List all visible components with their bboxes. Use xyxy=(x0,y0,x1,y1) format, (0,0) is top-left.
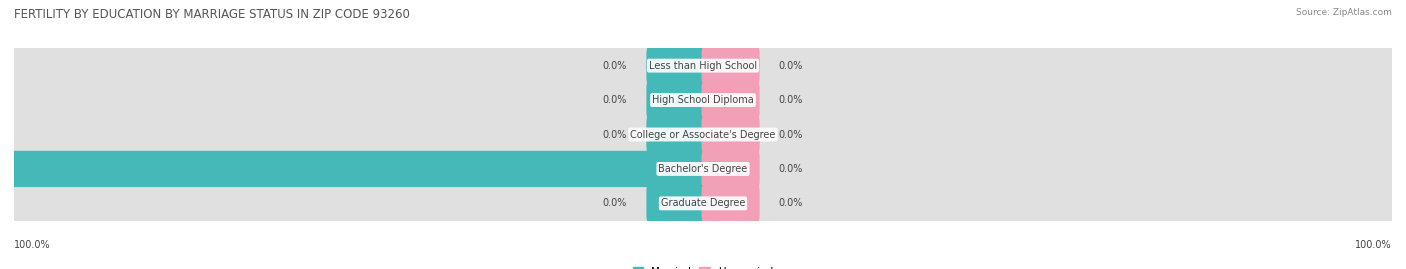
FancyBboxPatch shape xyxy=(13,48,704,84)
Legend: Married, Unmarried: Married, Unmarried xyxy=(628,263,778,269)
Bar xyxy=(14,117,1392,152)
FancyBboxPatch shape xyxy=(647,82,704,118)
Text: 0.0%: 0.0% xyxy=(603,61,627,71)
Text: 0.0%: 0.0% xyxy=(603,129,627,140)
Bar xyxy=(14,48,1392,83)
FancyBboxPatch shape xyxy=(702,185,1393,221)
Text: 100.0%: 100.0% xyxy=(1355,239,1392,250)
FancyBboxPatch shape xyxy=(702,151,759,187)
FancyBboxPatch shape xyxy=(702,82,1393,118)
Bar xyxy=(14,83,1392,117)
Text: 0.0%: 0.0% xyxy=(779,198,803,208)
FancyBboxPatch shape xyxy=(13,151,704,187)
FancyBboxPatch shape xyxy=(13,151,704,187)
Text: 0.0%: 0.0% xyxy=(779,95,803,105)
Bar xyxy=(14,186,1392,221)
Text: College or Associate's Degree: College or Associate's Degree xyxy=(630,129,776,140)
FancyBboxPatch shape xyxy=(702,185,759,221)
Text: 0.0%: 0.0% xyxy=(603,95,627,105)
FancyBboxPatch shape xyxy=(702,48,1393,84)
FancyBboxPatch shape xyxy=(702,116,759,153)
Text: Graduate Degree: Graduate Degree xyxy=(661,198,745,208)
FancyBboxPatch shape xyxy=(647,48,704,84)
FancyBboxPatch shape xyxy=(13,116,704,153)
Text: 100.0%: 100.0% xyxy=(14,239,51,250)
FancyBboxPatch shape xyxy=(647,185,704,221)
Text: 0.0%: 0.0% xyxy=(603,198,627,208)
FancyBboxPatch shape xyxy=(702,48,759,84)
FancyBboxPatch shape xyxy=(702,82,759,118)
Text: FERTILITY BY EDUCATION BY MARRIAGE STATUS IN ZIP CODE 93260: FERTILITY BY EDUCATION BY MARRIAGE STATU… xyxy=(14,8,411,21)
Text: 0.0%: 0.0% xyxy=(779,129,803,140)
Text: 0.0%: 0.0% xyxy=(779,164,803,174)
Text: Less than High School: Less than High School xyxy=(650,61,756,71)
FancyBboxPatch shape xyxy=(647,116,704,153)
FancyBboxPatch shape xyxy=(702,116,1393,153)
Text: Source: ZipAtlas.com: Source: ZipAtlas.com xyxy=(1296,8,1392,17)
Text: Bachelor's Degree: Bachelor's Degree xyxy=(658,164,748,174)
Text: 0.0%: 0.0% xyxy=(779,61,803,71)
Bar xyxy=(14,152,1392,186)
FancyBboxPatch shape xyxy=(13,185,704,221)
FancyBboxPatch shape xyxy=(702,151,1393,187)
Text: High School Diploma: High School Diploma xyxy=(652,95,754,105)
FancyBboxPatch shape xyxy=(13,82,704,118)
